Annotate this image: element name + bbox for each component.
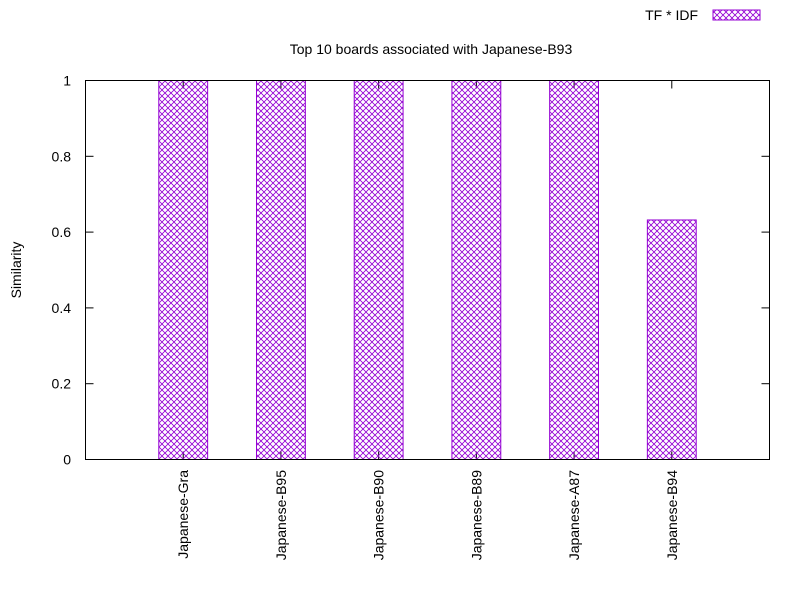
x-tick-label: Japanese-B90 [371,470,387,561]
bar [550,81,599,460]
y-tick-label: 1 [63,73,71,89]
legend: TF * IDF [645,7,760,23]
bar [257,81,306,460]
y-tick-label: 0.6 [52,224,72,240]
bar [452,81,501,460]
legend-swatch [713,10,760,20]
x-tick-label: Japanese-B94 [664,470,680,561]
bar [159,81,208,460]
x-tick-label: Japanese-Gra [175,470,191,559]
y-tick-label: 0 [63,452,71,468]
x-tick-label: Japanese-A87 [566,470,582,561]
y-tick-label: 0.8 [52,148,72,164]
x-tick-labels: Japanese-Gra Japanese-B95 Japanese-B90 Japa… [175,470,680,561]
legend-label: TF * IDF [645,7,698,23]
x-tick-label: Japanese-B95 [273,470,289,561]
y-tick-labels: 0 0.2 0.4 0.6 0.8 1 [52,73,72,468]
bar [354,81,403,460]
x-tick-label: Japanese-B89 [468,470,484,561]
y-tick-label: 0.4 [52,300,72,316]
y-axis-label: Similarity [8,242,24,299]
bars [159,81,696,460]
bar [647,220,696,460]
chart-title: Top 10 boards associated with Japanese-B… [290,41,573,57]
y-tick-label: 0.2 [52,376,72,392]
